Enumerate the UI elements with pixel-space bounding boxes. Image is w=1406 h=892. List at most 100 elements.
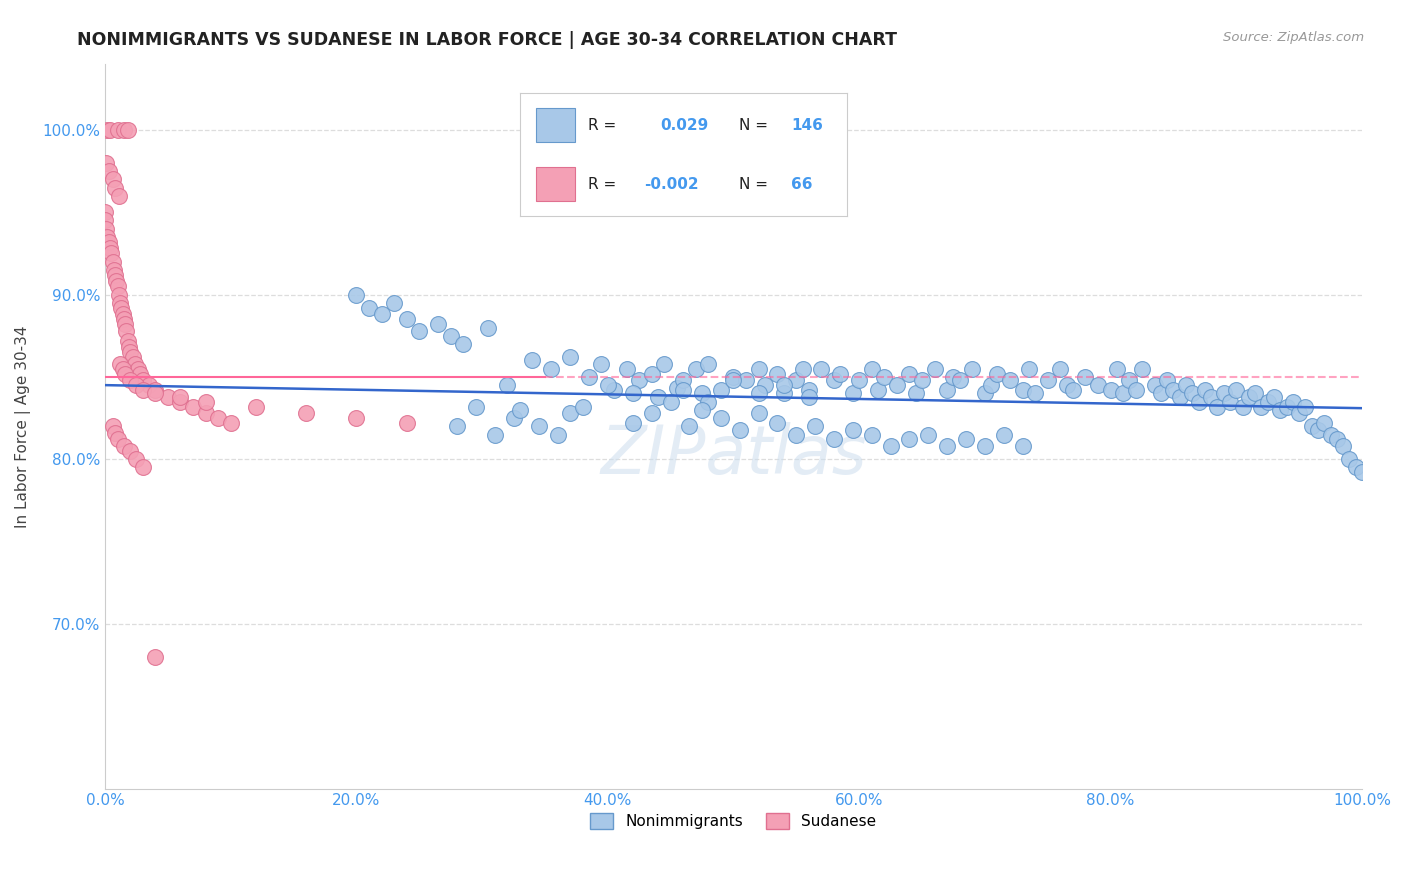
Point <box>558 350 581 364</box>
Point <box>955 433 977 447</box>
Point <box>115 324 138 338</box>
Point <box>169 394 191 409</box>
Point <box>127 361 149 376</box>
Point <box>104 425 127 440</box>
Point <box>596 378 619 392</box>
Point <box>1306 423 1329 437</box>
Point <box>207 411 229 425</box>
Point <box>114 317 136 331</box>
Point <box>848 373 870 387</box>
Point <box>690 402 713 417</box>
Point <box>748 361 770 376</box>
Point <box>382 295 405 310</box>
Point <box>1024 386 1046 401</box>
Point <box>986 367 1008 381</box>
Point <box>1062 383 1084 397</box>
Point <box>898 433 921 447</box>
Point <box>194 394 217 409</box>
Text: NONIMMIGRANTS VS SUDANESE IN LABOR FORCE | AGE 30-34 CORRELATION CHART: NONIMMIGRANTS VS SUDANESE IN LABOR FORCE… <box>77 31 897 49</box>
Point <box>395 312 418 326</box>
Point <box>97 235 120 249</box>
Point <box>1263 390 1285 404</box>
Point <box>936 439 959 453</box>
Point <box>911 373 934 387</box>
Point <box>98 123 121 137</box>
Point <box>591 357 613 371</box>
Point <box>1351 466 1374 480</box>
Point <box>96 156 118 170</box>
Point <box>1275 400 1298 414</box>
Legend: Nonimmigrants, Sudanese: Nonimmigrants, Sudanese <box>585 807 883 835</box>
Point <box>131 373 153 387</box>
Point <box>973 439 995 453</box>
Point <box>1319 427 1341 442</box>
Point <box>1282 394 1305 409</box>
Point <box>1056 378 1078 392</box>
Point <box>924 361 946 376</box>
Point <box>659 394 682 409</box>
Point <box>1288 406 1310 420</box>
Point <box>766 416 789 430</box>
Point <box>1206 400 1229 414</box>
Point <box>105 274 128 288</box>
Point <box>735 373 758 387</box>
Point <box>723 373 745 387</box>
Point <box>665 381 688 395</box>
Point <box>104 180 127 194</box>
Point <box>120 444 142 458</box>
Point <box>710 411 733 425</box>
Point <box>785 373 807 387</box>
Point <box>1270 402 1292 417</box>
Point <box>830 367 852 381</box>
Point <box>949 373 972 387</box>
Point <box>107 433 129 447</box>
Point <box>143 386 166 401</box>
Point <box>860 361 883 376</box>
Point <box>1087 378 1109 392</box>
Point <box>357 301 380 315</box>
Point <box>842 423 865 437</box>
Point <box>477 320 499 334</box>
Point <box>96 230 118 244</box>
Point <box>219 416 242 430</box>
Point <box>678 419 700 434</box>
Point <box>804 419 827 434</box>
Point <box>772 378 794 392</box>
Point <box>1232 400 1254 414</box>
Point <box>748 406 770 420</box>
Point <box>245 400 267 414</box>
Point <box>1036 373 1059 387</box>
Point <box>1011 439 1033 453</box>
Point <box>408 324 430 338</box>
Point <box>1212 386 1234 401</box>
Point <box>169 390 191 404</box>
Point <box>621 416 644 430</box>
Point <box>1250 400 1272 414</box>
Point <box>121 350 143 364</box>
Point <box>1301 419 1323 434</box>
Point <box>898 367 921 381</box>
Point <box>120 373 142 387</box>
Point <box>866 383 889 397</box>
Point <box>980 378 1002 392</box>
Point <box>107 287 129 301</box>
Point <box>1181 386 1204 401</box>
Point <box>1187 394 1209 409</box>
Point <box>641 406 664 420</box>
Point <box>797 390 820 404</box>
Point <box>823 433 845 447</box>
Point <box>138 378 160 392</box>
Point <box>873 370 896 384</box>
Point <box>810 361 832 376</box>
Point <box>1156 373 1178 387</box>
Point <box>107 279 129 293</box>
Point <box>117 334 139 348</box>
Point <box>295 406 318 420</box>
Point <box>108 357 131 371</box>
Point <box>112 312 135 326</box>
Point <box>107 188 129 202</box>
Point <box>540 361 562 376</box>
Point <box>1313 416 1336 430</box>
Text: ZIPatlas: ZIPatlas <box>600 422 866 488</box>
Point <box>1105 361 1128 376</box>
